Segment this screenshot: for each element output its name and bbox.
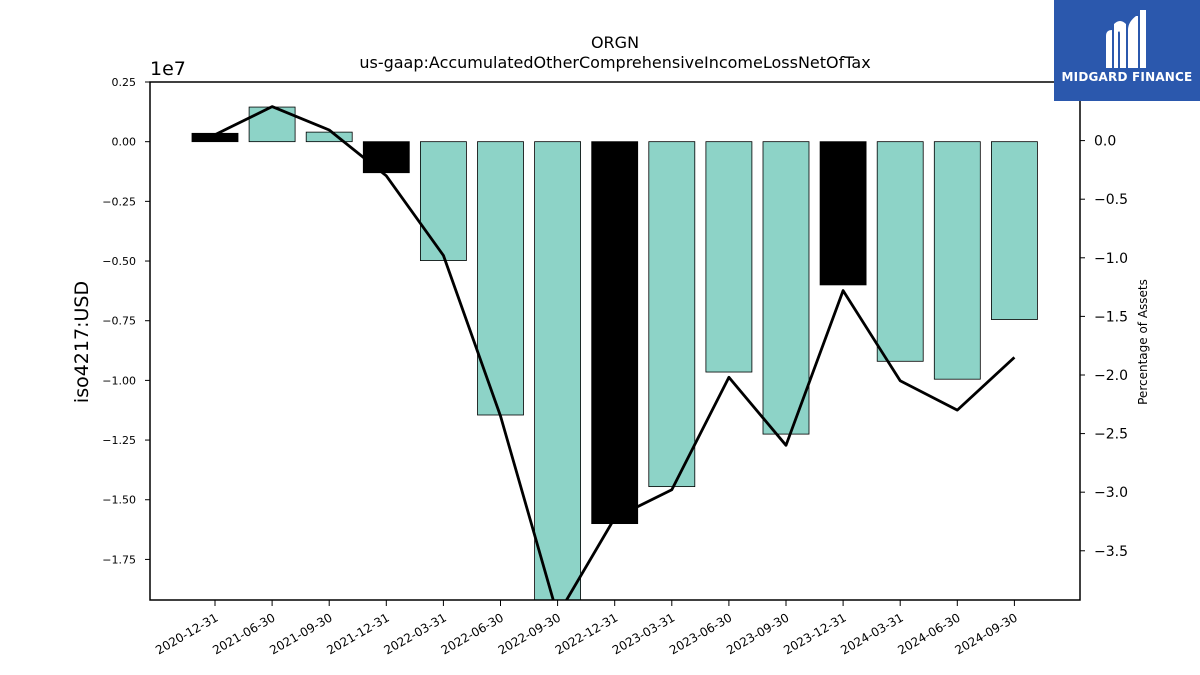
bar-2024-03-31 [876,141,924,362]
x-tick-label: 2022-03-31 [381,610,448,657]
y2-tick-label: −3.5 [1094,544,1128,560]
x-tick-label: 2021-06-30 [210,610,277,657]
chart-title: ORGN [591,33,639,52]
y-tick-label: −1.75 [102,553,136,566]
y2-tick-label: 0.0 [1094,134,1116,150]
bar-2023-09-30 [762,141,810,435]
y2-tick-label: −0.5 [1094,192,1128,208]
bar-2021-09-30 [305,131,353,143]
line-layer [214,105,1016,600]
y-tick-label: 0.00 [112,136,137,149]
bar-2024-09-30 [991,141,1038,320]
bar-2024-06-30 [933,141,981,380]
logo-text: MIDGARD FINANCE [1061,70,1193,84]
bar-2023-06-30 [705,141,753,373]
y2-tick-label: −2.5 [1094,427,1128,443]
y2-tick-label: −1.0 [1094,251,1128,267]
bar-2022-12-31 [591,141,639,525]
chart-subtitle: us-gaap:AccumulatedOtherComprehensiveInc… [359,53,870,72]
y-tick-label: −1.25 [102,434,136,447]
plot-frame [149,81,1081,601]
y-axis-label: iso4217:USD [71,281,93,403]
x-tick-label: 2021-12-31 [324,610,391,657]
x-tick-label: 2022-12-31 [553,610,620,657]
y2-tick-label: −2.0 [1094,368,1128,384]
x-tick-label: 2022-09-30 [496,610,563,657]
bars-layer [191,106,1038,600]
logo-mark-icon [1106,10,1146,68]
percentage-line [214,105,1016,600]
bar-2023-12-31 [819,141,867,286]
bar-2021-12-31 [362,141,410,174]
x-tick-label: 2024-09-30 [952,610,1019,657]
x-tick-label: 2020-12-31 [153,610,220,657]
y2-axis-label: Percentage of Assets [1136,279,1150,405]
x-tick-label: 2022-06-30 [439,610,506,657]
x-tick-label: 2024-03-31 [838,610,905,657]
y2-tick-label: −3.0 [1094,485,1128,501]
y-tick-label: −0.50 [102,255,136,268]
brand-logo: MIDGARD FINANCE [1054,0,1200,101]
bar-2022-03-31 [419,141,467,261]
y2-tick-label: −1.5 [1094,309,1128,325]
bar-2023-03-31 [648,141,696,488]
x-tick-label: 2023-12-31 [781,610,848,657]
y-tick-label: 0.25 [112,76,137,89]
y-tick-label: −1.50 [102,494,136,507]
y-tick-label: −1.00 [102,374,136,387]
x-tick-label: 2023-03-31 [610,610,677,657]
x-tick-label: 2023-09-30 [724,610,791,657]
x-tick-label: 2021-09-30 [267,610,334,657]
x-tick-label: 2023-06-30 [667,610,734,657]
y-tick-label: −0.75 [102,315,136,328]
y-offset-label: 1e7 [150,58,186,80]
y-tick-label: −0.25 [102,195,136,208]
bar-2022-09-30 [534,141,581,600]
x-tick-label: 2024-06-30 [895,610,962,657]
